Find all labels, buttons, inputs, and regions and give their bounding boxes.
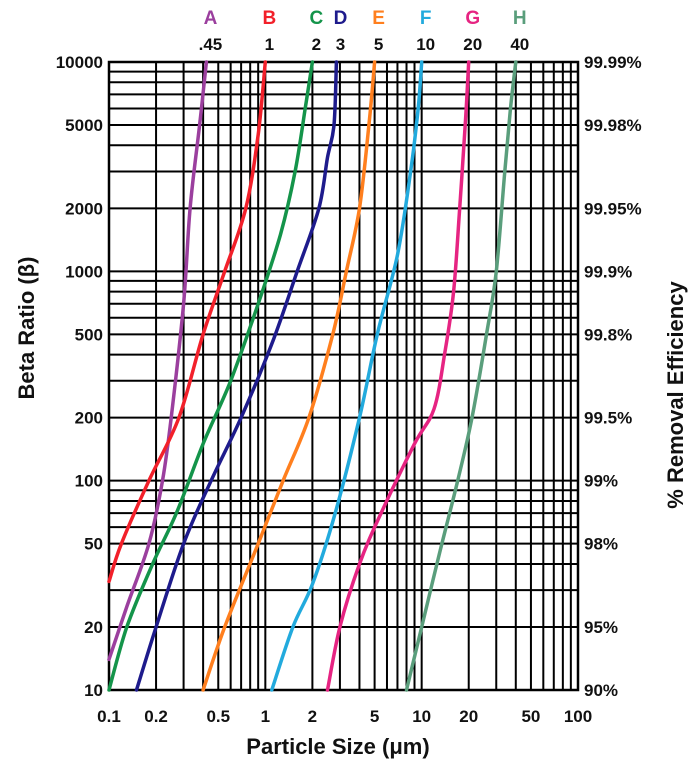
x-tick-label: 100 [564,707,592,726]
y2-tick-label: 99.99% [584,53,642,72]
series-letter-c: C [310,8,324,29]
y-tick-label: 5000 [65,116,103,135]
y2-tick-label: 99.95% [584,199,642,218]
series-line-b [107,60,268,584]
series-rating-h: 40 [510,35,529,54]
y-tick-label: 10000 [56,53,103,72]
series-line-a [107,60,209,662]
series-rating-c: 2 [312,35,321,54]
x-tick-label: 1 [261,707,270,726]
y-tick-label: 2000 [65,199,103,218]
series-rating-b: 1 [265,35,274,54]
series-letter-d: D [334,8,348,29]
y2-tick-label: 99% [584,472,618,491]
series-labels: A .45 B 1 C 2D 3 E 5 F 10 G 20 H 40 [199,8,530,54]
y2-axis-label: % Removal Efficiency [663,281,688,509]
series-line-h [404,60,518,692]
series-line-f [270,60,424,692]
x-tick-label: 10 [412,707,431,726]
series-letter-b: B [262,8,276,29]
series-letter-a: A [204,8,218,29]
y2-axis-ticks: 90% 95% 98% 99% 99.5% 99.8% 99.9% 99.95% 99.98% 9… [584,53,642,700]
y-tick-label: 200 [75,409,103,428]
grid [107,60,580,692]
y-axis-ticks: 10 20 50 100 200 500 1000 2000 5000 10000 [56,53,103,700]
series-line-e [201,60,377,692]
x-axis-ticks: 0.1 0.2 0.5 1 2 5 10 20 50 100 [97,707,592,726]
x-tick-label: 0.5 [206,707,230,726]
y2-tick-label: 95% [584,618,618,637]
y2-tick-label: 98% [584,535,618,554]
series-line-d [134,60,339,692]
y-axis-label: Beta Ratio (β) [14,257,39,400]
x-tick-label: 0.1 [97,707,121,726]
y-tick-label: 1000 [65,262,103,281]
y2-tick-label: 99.5% [584,409,632,428]
y2-tick-label: 90% [584,681,618,700]
y2-tick-label: 99.9% [584,262,632,281]
y2-tick-label: 99.98% [584,116,642,135]
series-letter-g: G [465,8,480,29]
y-tick-label: 20 [84,618,103,637]
x-tick-label: 20 [459,707,478,726]
series-curves [107,60,518,692]
series-letter-h: H [513,8,527,29]
y2-tick-label: 99.8% [584,325,632,344]
series-letter-f: F [420,8,432,29]
series-rating-d: 3 [336,35,345,54]
series-rating-f: 10 [416,35,435,54]
series-line-g [325,60,471,692]
series-line-c [107,60,315,692]
series-rating-a: .45 [199,35,223,54]
series-letter-e: E [372,8,385,29]
y-tick-label: 10 [84,681,103,700]
x-tick-label: 5 [370,707,379,726]
x-tick-label: 0.2 [144,707,168,726]
y-tick-label: 500 [75,325,103,344]
series-rating-g: 20 [463,35,482,54]
x-axis-label: Particle Size (μm) [246,734,429,759]
y-tick-label: 50 [84,535,103,554]
y-tick-label: 100 [75,472,103,491]
plot-frame [107,60,580,692]
x-tick-label: 50 [521,707,540,726]
series-rating-e: 5 [374,35,383,54]
x-tick-label: 2 [308,707,317,726]
